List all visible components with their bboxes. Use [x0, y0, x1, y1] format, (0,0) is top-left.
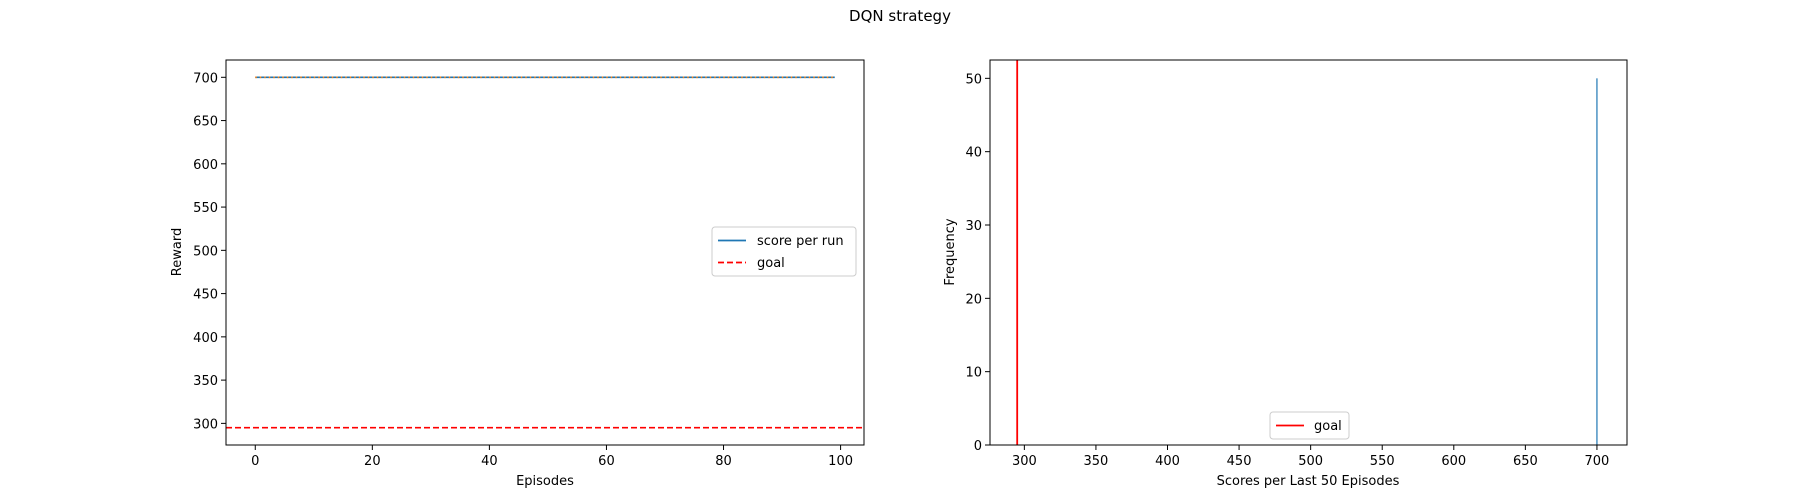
histogram-chart-x-label: Scores per Last 50 Episodes	[1217, 474, 1400, 489]
reward-chart-legend-box	[711, 226, 857, 277]
y-tick-label: 50	[965, 72, 982, 87]
reward-chart-marks	[226, 76, 864, 429]
x-tick-label: 500	[1298, 454, 1323, 469]
reward-chart-y-ticks: 300 350 400 450 500 550 600 650 700	[193, 71, 226, 432]
histogram-chart-x-ticks: 300 350 400 450 500 550 600 650 700	[1012, 445, 1609, 469]
y-tick-label: 450	[193, 288, 218, 303]
y-tick-label: 700	[193, 71, 218, 86]
histogram-chart-legend: goal	[1269, 411, 1350, 440]
y-tick-label: 550	[193, 201, 218, 216]
histogram-chart-frame	[989, 59, 1628, 446]
x-tick-label: 20	[364, 454, 381, 469]
reward-chart-legend: score per run goal	[711, 226, 857, 277]
histogram-chart: 300 350 400 450 500 550 600 650 700 01020304050 …	[943, 59, 1628, 489]
x-tick-label: 100	[828, 454, 853, 469]
histogram-chart-y-ticks: 0 10 20 30 40 50	[965, 72, 990, 454]
reward-chart-x-label: Episodes	[516, 474, 574, 489]
x-tick-label: 550	[1370, 454, 1395, 469]
y-tick-label: 0	[974, 439, 982, 454]
histogram-chart-y-label: Frequency	[943, 218, 958, 285]
legend-label-goal: goal	[1314, 419, 1342, 434]
y-tick-label: 40	[965, 146, 982, 161]
y-tick-label: 400	[193, 331, 218, 346]
x-tick-label: 600	[1441, 454, 1466, 469]
histogram-chart-marks	[1016, 60, 1598, 445]
x-tick-label: 0	[251, 454, 259, 469]
x-tick-label: 60	[598, 454, 615, 469]
y-tick-label: 600	[193, 158, 218, 173]
x-tick-label: 80	[715, 454, 732, 469]
x-tick-label: 300	[1012, 454, 1037, 469]
y-tick-label: 20	[965, 292, 982, 307]
histogram-chart-legend-box	[1269, 411, 1350, 440]
y-tick-label: 350	[193, 374, 218, 389]
x-tick-label: 400	[1155, 454, 1180, 469]
y-tick-label: 10	[965, 366, 982, 381]
y-tick-label: 500	[193, 244, 218, 259]
x-tick-label: 450	[1227, 454, 1252, 469]
x-tick-label: 700	[1585, 454, 1610, 469]
legend-label-goal: goal	[757, 256, 785, 271]
x-tick-label: 350	[1084, 454, 1109, 469]
legend-label-score: score per run	[757, 234, 844, 249]
reward-chart-y-label: Reward	[170, 228, 185, 276]
y-tick-label: 650	[193, 115, 218, 130]
figure-title: DQN strategy	[849, 7, 951, 25]
reward-chart: 0 20 40 60 80 100 300 350 400 450 500 550 600 650 700…	[170, 59, 865, 489]
y-tick-label: 300	[193, 417, 218, 432]
reward-chart-x-ticks: 0 20 40 60 80 100	[251, 445, 853, 469]
histogram-bar	[1596, 78, 1598, 445]
reward-chart-frame	[225, 59, 865, 446]
y-tick-label: 30	[965, 219, 982, 234]
x-tick-label: 40	[481, 454, 498, 469]
x-tick-label: 650	[1513, 454, 1538, 469]
